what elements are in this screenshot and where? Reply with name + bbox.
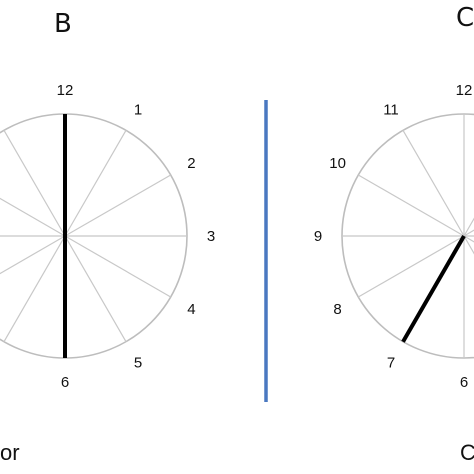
clock-b-spoke bbox=[64, 130, 127, 237]
clock-c-number: 12 bbox=[456, 82, 473, 99]
clock-c-spokes bbox=[342, 114, 474, 358]
clock-c-spoke bbox=[358, 235, 465, 298]
clock-b-number: 5 bbox=[134, 354, 142, 371]
panel-b: B 1212345611 or bbox=[0, 9, 215, 465]
panel-c-letter: C bbox=[456, 3, 474, 33]
clock-b-spokes bbox=[0, 114, 187, 358]
clock-b-spoke bbox=[64, 235, 171, 298]
panel-b-letter: B bbox=[54, 9, 72, 39]
clock-b-spoke bbox=[3, 235, 66, 342]
clock-c-number: 11 bbox=[383, 102, 399, 119]
clock-b-number: 2 bbox=[187, 155, 195, 172]
clock-c-spoke bbox=[402, 130, 465, 237]
clock-c-spoke bbox=[358, 174, 465, 237]
clock-b-spoke bbox=[0, 197, 66, 237]
clock-c-number: 6 bbox=[460, 374, 468, 391]
clock-c-number: 8 bbox=[333, 301, 341, 318]
panel-c-caption: C bbox=[460, 440, 474, 465]
panel-b-caption: or bbox=[0, 440, 20, 465]
clock-b-spoke bbox=[64, 235, 127, 342]
clock-b-number: 1 bbox=[134, 102, 142, 119]
clock-c-hand bbox=[401, 235, 466, 343]
panel-c: C 12 11 10 9 8 7 6 C bbox=[314, 3, 474, 465]
clock-c-spoke bbox=[463, 217, 474, 237]
clock-b-numbers: 1212345611 bbox=[57, 82, 216, 391]
clock-c-numbers: 12 11 10 9 8 7 6 bbox=[314, 82, 473, 391]
clock-c-number: 9 bbox=[314, 228, 322, 245]
clock-c-number: 7 bbox=[387, 354, 395, 371]
clock-c-spoke bbox=[463, 235, 474, 255]
clock-b-number: 3 bbox=[207, 228, 215, 245]
clock-b-spoke bbox=[0, 235, 66, 275]
clock-b-spoke bbox=[64, 174, 171, 237]
clock-b-number: 12 bbox=[57, 82, 74, 99]
clock-b-spoke bbox=[3, 130, 66, 237]
clock-b-number: 4 bbox=[187, 301, 195, 318]
clock-b-number: 6 bbox=[61, 374, 69, 391]
clock-c-number: 10 bbox=[329, 155, 346, 172]
